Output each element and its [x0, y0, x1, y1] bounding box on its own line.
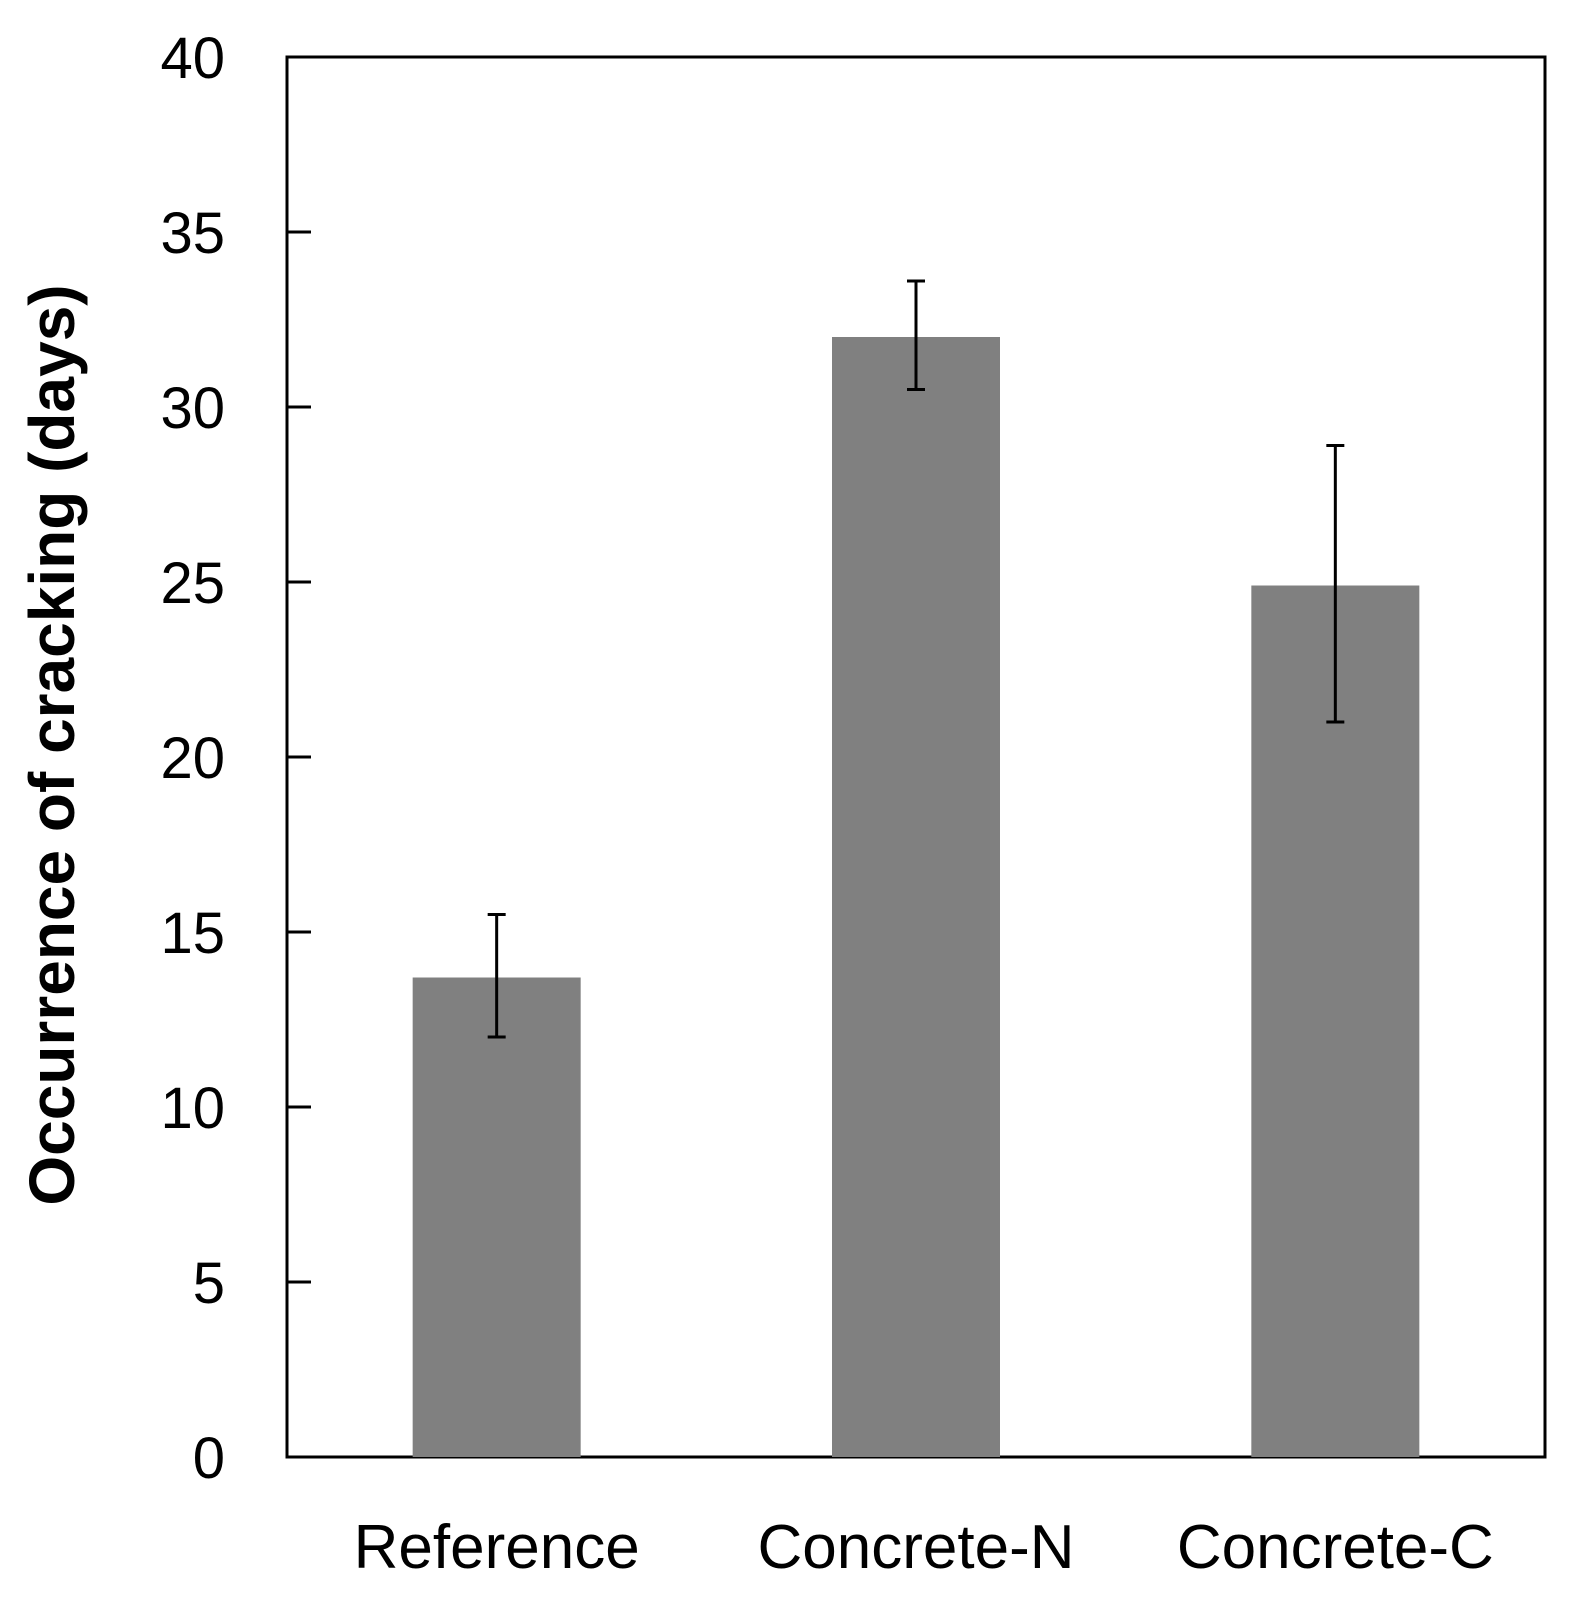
bars — [412, 337, 1420, 1457]
error-bars — [487, 279, 1345, 1039]
bar-reference — [412, 977, 581, 1457]
y-axis-ticks: 0 5 10 15 20 25 30 35 40 — [160, 26, 311, 1491]
bar-concrete-n — [832, 337, 1000, 1457]
y-tick-label: 20 — [160, 726, 225, 791]
y-tick-label: 35 — [160, 201, 225, 266]
y-tick-label: 10 — [160, 1076, 225, 1141]
bar-concrete-c — [1251, 585, 1420, 1457]
y-tick-label: 0 — [193, 1426, 225, 1491]
error-bar-reference — [487, 913, 506, 1039]
y-tick-label: 5 — [193, 1251, 225, 1316]
x-axis-labels: Reference Concrete-N Concrete-C — [354, 1513, 1494, 1582]
x-category-label: Reference — [354, 1513, 640, 1582]
error-bar-concrete-n — [907, 279, 925, 391]
x-category-label: Concrete-N — [758, 1513, 1075, 1582]
y-tick-label: 40 — [160, 26, 225, 91]
error-bar-concrete-c — [1326, 444, 1345, 724]
y-axis-title: Occurrence of cracking (days) — [16, 284, 88, 1205]
y-tick-label: 15 — [160, 901, 225, 966]
y-tick-label: 25 — [160, 551, 225, 616]
x-category-label: Concrete-C — [1177, 1513, 1494, 1582]
y-tick-label: 30 — [160, 376, 225, 441]
